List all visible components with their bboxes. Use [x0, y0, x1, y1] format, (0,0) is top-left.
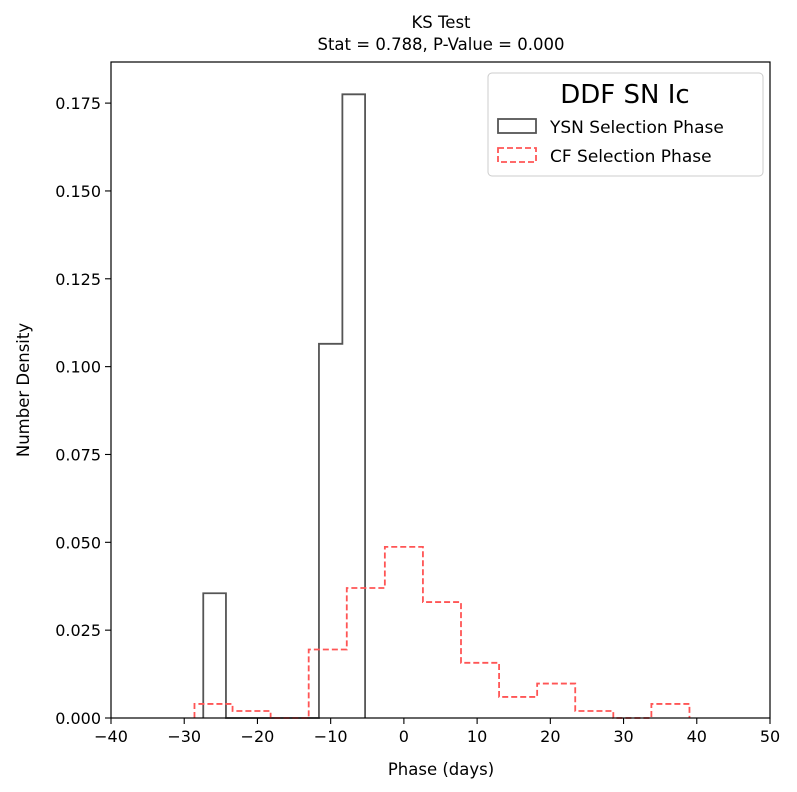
bin-cf-5 — [385, 547, 423, 718]
x-tick-label: 0 — [399, 727, 409, 746]
x-tick-label: 10 — [467, 727, 487, 746]
x-axis-label: Phase (days) — [388, 760, 494, 779]
y-axis-label: Number Density — [14, 323, 33, 457]
y-tick-label: 0.150 — [55, 182, 101, 201]
legend: DDF SN Ic YSN Selection Phase CF Selecti… — [487, 72, 764, 177]
y-axis-ticks: 0.000 0.025 0.050 0.075 0.100 0.125 0.150 0.175 — [55, 94, 111, 728]
legend-label-ysn: YSN Selection Phase — [549, 118, 724, 138]
bin-ysn-0 — [203, 593, 226, 718]
x-axis-ticks: −40 −30 −20 −10 0 10 20 30 40 50 — [94, 718, 780, 746]
bin-cf-8 — [499, 697, 537, 718]
y-tick-label: 0.025 — [55, 621, 101, 640]
bin-cf-3 — [309, 649, 347, 718]
bin-cf-9 — [537, 684, 575, 718]
x-tick-label: 30 — [613, 727, 633, 746]
x-tick-label: −30 — [167, 727, 201, 746]
legend-title: DDF SN Ic — [560, 80, 689, 110]
y-tick-label: 0.100 — [55, 358, 101, 377]
legend-swatch-cf — [497, 147, 537, 163]
x-tick-label: −10 — [314, 727, 348, 746]
y-tick-label: 0.050 — [55, 533, 101, 552]
y-tick-label: 0.125 — [55, 270, 101, 289]
plot-frame — [110, 61, 771, 719]
x-tick-label: 50 — [760, 727, 780, 746]
title-line-2: Stat = 0.788, P-Value = 0.000 — [317, 35, 564, 54]
legend-label-cf: CF Selection Phase — [550, 147, 712, 167]
y-tick-label: 0.175 — [55, 94, 101, 113]
bin-cf-12 — [651, 704, 689, 718]
chart-title: KS Test Stat = 0.788, P-Value = 0.000 — [317, 13, 564, 54]
x-tick-label: −20 — [241, 727, 275, 746]
x-tick-label: 20 — [540, 727, 560, 746]
bin-cf-6 — [423, 602, 461, 718]
legend-swatch-ysn — [497, 118, 537, 134]
bin-cf-7 — [461, 663, 499, 718]
histogram-steps — [193, 93, 691, 719]
bin-cf-10 — [575, 711, 613, 718]
bin-cf-0 — [194, 704, 232, 718]
bin-cf-1 — [233, 711, 271, 718]
x-tick-label: −40 — [94, 727, 128, 746]
x-tick-label: 40 — [687, 727, 707, 746]
title-line-1: KS Test — [411, 13, 471, 32]
y-tick-label: 0.000 — [55, 709, 101, 728]
step-outline-cf — [193, 545, 691, 719]
y-tick-label: 0.075 — [55, 445, 101, 464]
legend-box — [487, 72, 764, 177]
bin-cf-4 — [347, 588, 385, 718]
